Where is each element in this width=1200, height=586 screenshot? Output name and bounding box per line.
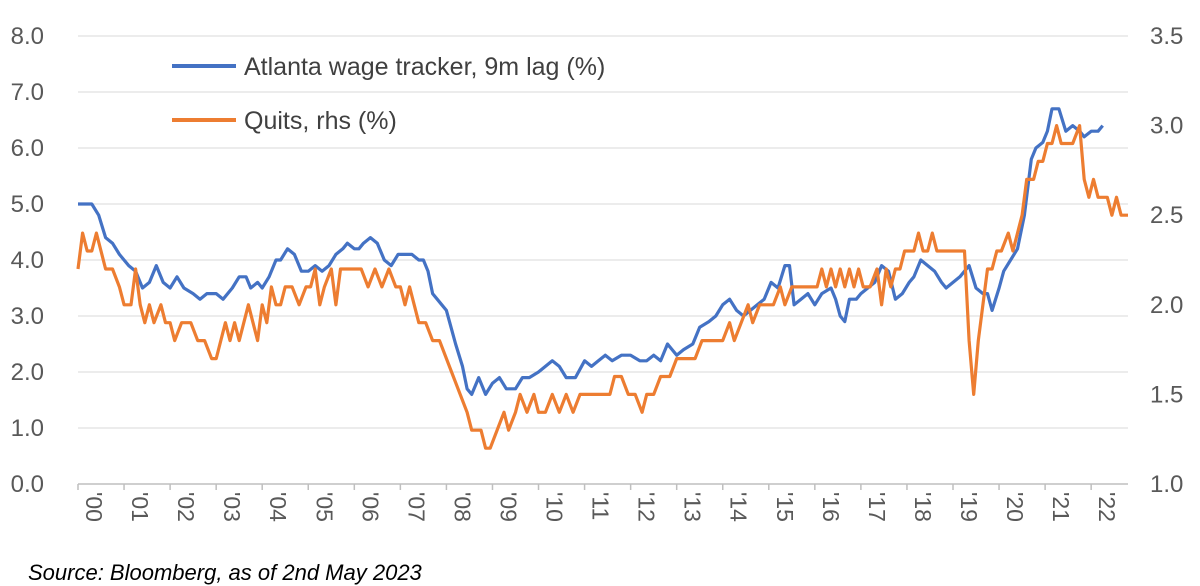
y-right-tick-label: 2.5 [1150, 202, 1183, 229]
x-tick-label: '10 [542, 492, 568, 522]
y-left-tick-label: 1.0 [11, 415, 44, 442]
legend-label-quits: Quits, rhs (%) [244, 107, 397, 135]
x-tick-label: '17 [864, 492, 890, 522]
x-tick-label: '07 [403, 492, 429, 522]
x-tick-label: '11 [588, 492, 614, 520]
x-tick-label: '16 [818, 492, 844, 522]
y-left-tick-label: 2.0 [11, 359, 44, 386]
x-tick-label: '20 [1002, 492, 1028, 522]
x-axis: '00 '01 '02 '03 '04 '05 '06 '07 '08 '09 '10 '11 '12 '… [77, 483, 1128, 522]
x-tick-label: '22 [1094, 492, 1120, 522]
y-right-tick-label: 1.0 [1150, 471, 1183, 498]
y-right-tick-label: 1.5 [1150, 381, 1183, 408]
x-tick-label: '08 [449, 492, 475, 522]
x-tick-label: '09 [495, 492, 521, 522]
x-tick-label: '21 [1048, 492, 1074, 522]
x-tick-label: '03 [219, 492, 245, 522]
y-left-tick-label: 7.0 [11, 79, 44, 106]
series-line-wage [78, 107, 1104, 396]
x-tick-label: '18 [910, 492, 936, 522]
y-right-tick-label: 3.5 [1150, 23, 1183, 50]
x-tick-label: '12 [634, 492, 660, 522]
gridlines [78, 35, 1128, 485]
series-line-quits [76, 124, 1128, 450]
x-tick-label: '06 [357, 492, 383, 522]
series-lines [76, 107, 1128, 450]
legend: Atlanta wage tracker, 9m lag (%) Quits, … [172, 53, 605, 135]
x-tick-label: '05 [311, 492, 337, 522]
left-y-axis: 0.0 1.0 2.0 3.0 4.0 5.0 6.0 7.0 8.0 [11, 23, 44, 498]
y-left-tick-label: 3.0 [11, 303, 44, 330]
x-tick-label: '02 [173, 492, 199, 522]
x-tick-label: '19 [956, 492, 982, 522]
y-left-tick-label: 4.0 [11, 247, 44, 274]
x-tick-label: '04 [265, 492, 291, 522]
x-tick-label: '01 [127, 492, 153, 522]
source-note: Source: Bloomberg, as of 2nd May 2023 [28, 560, 422, 585]
y-right-tick-label: 3.0 [1150, 113, 1183, 140]
x-tick-label: '15 [772, 492, 798, 522]
y-left-tick-label: 8.0 [11, 23, 44, 50]
y-left-tick-label: 6.0 [11, 135, 44, 162]
right-y-axis: 1.0 1.5 2.0 2.5 3.0 3.5 [1150, 23, 1183, 498]
y-left-tick-label: 5.0 [11, 191, 44, 218]
x-tick-label: '13 [680, 492, 706, 522]
x-tick-label: '14 [726, 492, 752, 522]
y-right-tick-label: 2.0 [1150, 292, 1183, 319]
y-left-tick-label: 0.0 [11, 471, 44, 498]
x-tick-label: '00 [81, 492, 107, 522]
legend-label-wage: Atlanta wage tracker, 9m lag (%) [244, 53, 605, 81]
